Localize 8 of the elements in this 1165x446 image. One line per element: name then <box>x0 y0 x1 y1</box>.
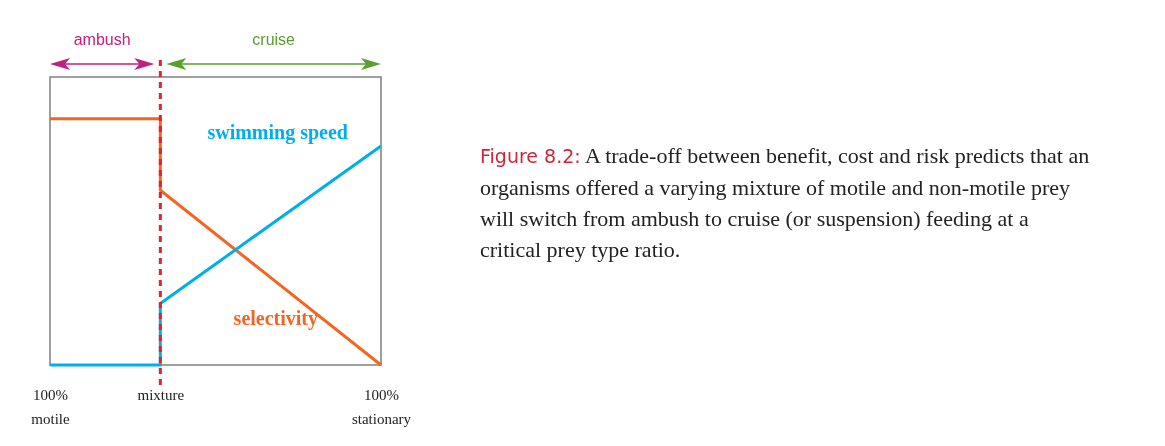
caption: Figure 8.2: A trade-off between benefit, cost and risk predicts that an organisms offered a varying mixture of motile and non-motile prey will switch from ambush to cruise (or suspension) feeding at a critical prey type ratio. <box>480 142 1090 264</box>
text: cruise <box>252 31 295 49</box>
x-tick-label: 100% stationary <box>351 386 412 427</box>
text: ambush <box>73 31 131 49</box>
series-label: swimming speed <box>207 120 348 144</box>
x-tick-label: 100% motile <box>31 386 71 427</box>
series-label: selectivity <box>233 307 318 330</box>
x-tick-label: mixture <box>137 386 185 403</box>
